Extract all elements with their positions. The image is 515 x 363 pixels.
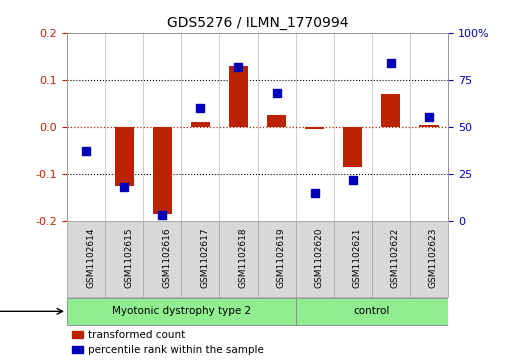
Text: GSM1102616: GSM1102616: [162, 227, 171, 288]
FancyBboxPatch shape: [67, 221, 105, 297]
Bar: [305, 127, 324, 129]
Text: GSM1102620: GSM1102620: [315, 227, 323, 287]
Bar: [344, 127, 363, 167]
Text: GSM1102622: GSM1102622: [391, 227, 400, 287]
Bar: [382, 94, 401, 127]
Text: GSM1102617: GSM1102617: [200, 227, 209, 288]
Title: GDS5276 / ILMN_1770994: GDS5276 / ILMN_1770994: [167, 16, 348, 30]
FancyBboxPatch shape: [143, 221, 181, 297]
FancyBboxPatch shape: [181, 221, 219, 297]
Bar: [229, 66, 248, 127]
Text: GSM1102615: GSM1102615: [124, 227, 133, 288]
FancyBboxPatch shape: [410, 221, 448, 297]
FancyBboxPatch shape: [372, 221, 410, 297]
Text: GSM1102621: GSM1102621: [353, 227, 362, 287]
Bar: [419, 125, 439, 127]
Bar: [153, 127, 172, 214]
FancyBboxPatch shape: [334, 221, 372, 297]
Bar: [114, 127, 134, 186]
Bar: [267, 115, 286, 127]
FancyBboxPatch shape: [258, 221, 296, 297]
Text: control: control: [354, 306, 390, 316]
Text: Myotonic dystrophy type 2: Myotonic dystrophy type 2: [112, 306, 251, 316]
FancyBboxPatch shape: [296, 298, 448, 325]
Text: GSM1102614: GSM1102614: [86, 227, 95, 287]
Text: GSM1102618: GSM1102618: [238, 227, 247, 288]
FancyBboxPatch shape: [219, 221, 258, 297]
Text: GSM1102619: GSM1102619: [277, 227, 285, 288]
Bar: [191, 122, 210, 127]
FancyBboxPatch shape: [67, 298, 296, 325]
Legend: transformed count, percentile rank within the sample: transformed count, percentile rank withi…: [72, 330, 264, 355]
FancyBboxPatch shape: [105, 221, 143, 297]
Text: GSM1102623: GSM1102623: [429, 227, 438, 287]
FancyBboxPatch shape: [296, 221, 334, 297]
